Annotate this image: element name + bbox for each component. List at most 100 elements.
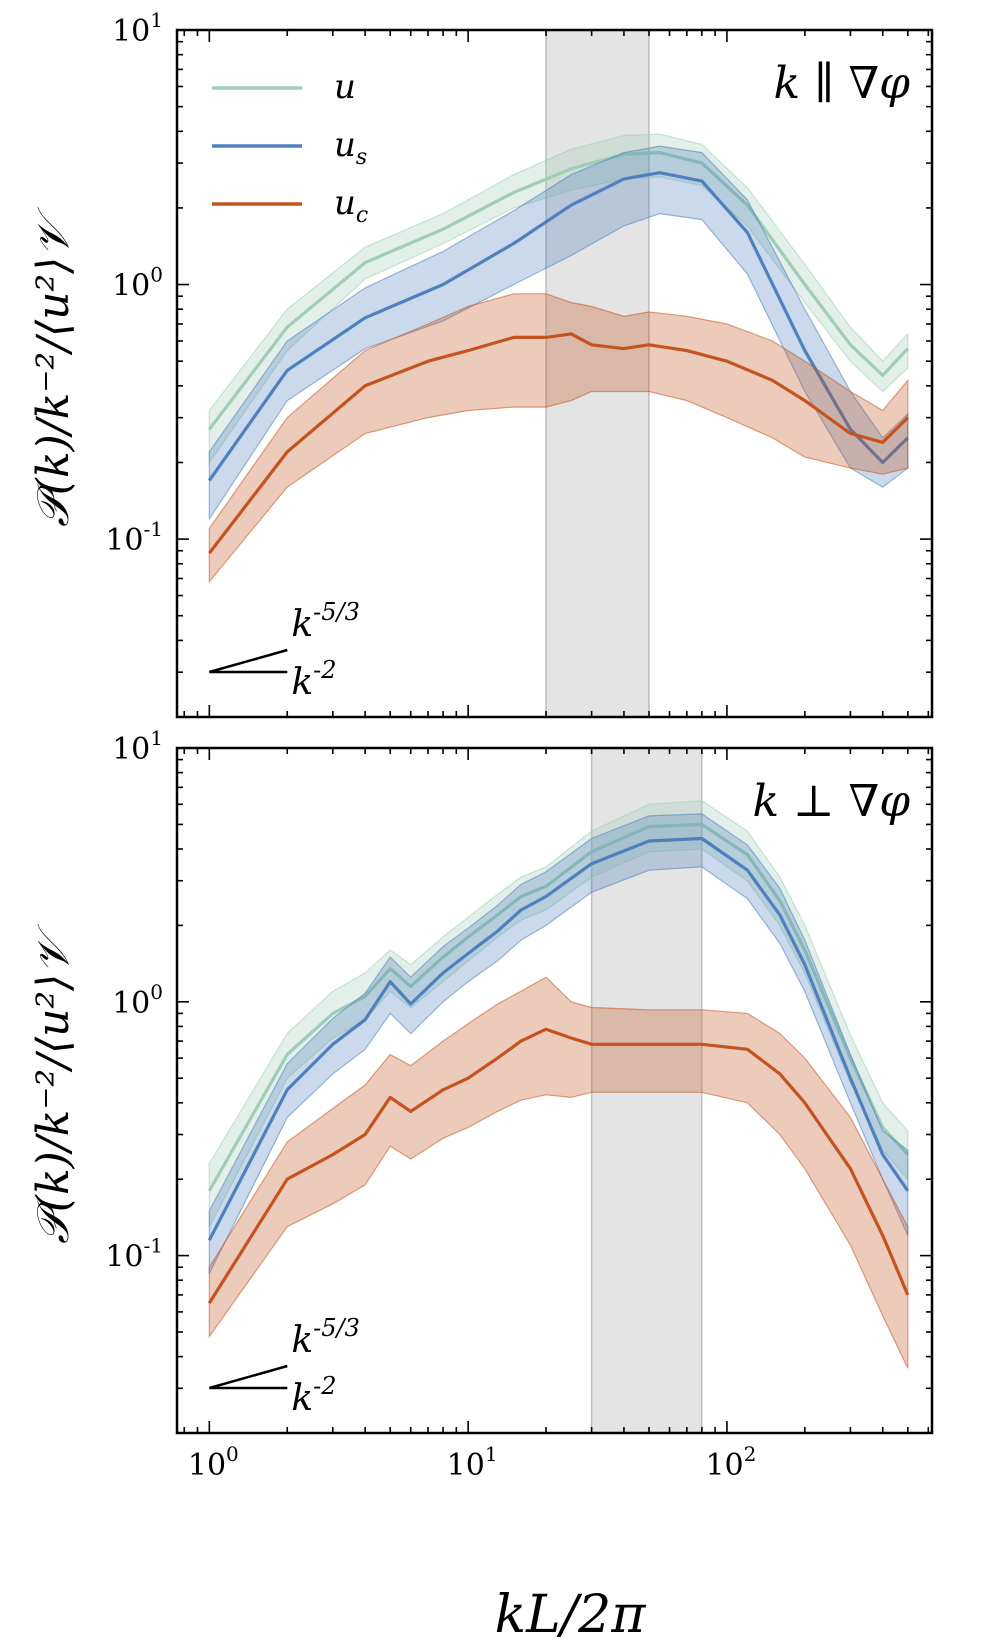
data-point-u-s xyxy=(286,1089,288,1091)
data-point-u-s xyxy=(389,981,391,983)
data-point-u xyxy=(513,192,515,194)
data-point-u-c xyxy=(701,1044,703,1046)
data-point-u-c xyxy=(686,350,688,352)
data-point-u xyxy=(209,1190,211,1192)
bottom-panel: 10-1 100 101 100 101 102 𝒫(k)/k⁻²/⟨u²⟩𝒱 k ⊥ ∇φ k… xyxy=(28,726,934,1483)
line-u-s xyxy=(207,171,909,482)
data-point-u-c xyxy=(772,380,774,382)
y-axis-label: 𝒫(k)/k⁻²/⟨u²⟩𝒱 xyxy=(28,207,79,527)
data-point-u-c xyxy=(882,1235,884,1237)
data-point-u-c xyxy=(747,1048,749,1050)
data-point-u xyxy=(209,428,211,430)
data-point-u-c xyxy=(570,1037,572,1039)
data-point-u-s xyxy=(497,930,499,932)
plot-area xyxy=(207,30,909,717)
data-point-u-s xyxy=(332,1044,334,1046)
x-tick-label: 101 xyxy=(447,1442,498,1483)
data-point-u-c xyxy=(209,552,211,554)
legend: u us uc xyxy=(212,67,368,228)
legend-label: us xyxy=(334,125,367,170)
data-point-u-s xyxy=(747,232,749,234)
y-tick-label: 101 xyxy=(112,8,163,49)
data-point-u-c xyxy=(545,1028,547,1030)
data-point-u-s xyxy=(570,204,572,206)
data-point-u-c xyxy=(907,417,909,419)
legend-label: u xyxy=(334,67,356,107)
x-axis-label: kL/2π xyxy=(495,1585,647,1645)
data-point-u-c xyxy=(286,451,288,453)
slope-line-k53 xyxy=(208,648,288,674)
data-point-u xyxy=(364,262,366,264)
data-point-u xyxy=(882,1127,884,1129)
data-point-u xyxy=(286,1054,288,1056)
data-point-u-c xyxy=(804,400,806,402)
data-point-u-s xyxy=(545,896,547,898)
shaded-region xyxy=(545,30,650,717)
data-point-u-s xyxy=(209,480,211,482)
data-point-u-c xyxy=(467,1077,469,1079)
y-tick-label: 10-1 xyxy=(105,1234,163,1275)
line-u-c xyxy=(208,332,909,555)
panel-annotation: k ∥ ∇φ xyxy=(774,58,911,109)
data-point-u-c xyxy=(520,1040,522,1042)
data-point-u-c xyxy=(591,1044,593,1046)
data-point-u-c xyxy=(364,385,366,387)
data-point-u-c xyxy=(427,360,429,362)
data-point-u-c xyxy=(442,1089,444,1091)
data-point-u-s xyxy=(410,1003,412,1005)
data-point-u xyxy=(907,348,909,350)
data-point-u-c xyxy=(907,1294,909,1296)
data-point-u xyxy=(332,1013,334,1015)
data-point-u-s xyxy=(623,178,625,180)
data-point-u-c xyxy=(648,344,650,346)
data-point-u-s xyxy=(467,953,469,955)
plot-area xyxy=(207,748,910,1433)
data-point-u-c xyxy=(623,348,625,350)
data-point-u-s xyxy=(364,1019,366,1021)
data-point-u xyxy=(850,344,852,346)
data-point-u xyxy=(570,168,572,170)
data-point-u xyxy=(882,374,884,376)
data-point-u-s xyxy=(520,909,522,911)
data-point-u-c xyxy=(467,350,469,352)
data-point-u-s xyxy=(850,1077,852,1079)
data-point-u-s xyxy=(286,370,288,372)
data-point-u-s xyxy=(804,964,806,966)
ticks xyxy=(177,30,932,718)
data-point-u-c xyxy=(389,1097,391,1099)
y-axis-label: 𝒫(k)/k⁻²/⟨u²⟩𝒱 xyxy=(28,924,79,1244)
data-point-u-s xyxy=(209,1239,211,1241)
line-u-s xyxy=(207,836,910,1241)
data-point-u xyxy=(286,326,288,328)
slope-label-k53: k-5/3 xyxy=(291,598,360,645)
line-u xyxy=(207,822,909,1192)
data-point-u-c xyxy=(850,1168,852,1170)
data-point-u-s xyxy=(591,863,593,865)
data-point-u-c xyxy=(497,1057,499,1059)
data-point-u-c xyxy=(286,1178,288,1180)
data-point-u-s xyxy=(747,869,749,871)
data-point-u xyxy=(804,284,806,286)
line-u xyxy=(208,151,909,431)
y-tick-label: 10-1 xyxy=(105,517,163,558)
data-point-u-s xyxy=(513,243,515,245)
data-point-u-c xyxy=(591,344,593,346)
data-point-u-s xyxy=(804,350,806,352)
data-point-u-c xyxy=(332,1154,334,1156)
y-tick-label: 100 xyxy=(112,980,163,1021)
x-tick-label: 100 xyxy=(188,1442,239,1483)
axes-frame xyxy=(175,28,934,719)
data-point-u-s xyxy=(907,1190,909,1192)
data-point-u-c xyxy=(850,433,852,435)
data-point-u-c xyxy=(648,1044,650,1046)
data-point-u-c xyxy=(726,360,728,362)
data-point-u-c xyxy=(570,333,572,335)
data-point-u-s xyxy=(701,838,703,840)
shaded-region xyxy=(590,748,703,1433)
slope-label-k53: k-5/3 xyxy=(291,1314,360,1361)
data-point-u-c xyxy=(364,1134,366,1136)
data-point-u-s xyxy=(648,840,650,842)
band-u xyxy=(208,133,909,465)
slope-label-k2: k-2 xyxy=(291,656,336,703)
